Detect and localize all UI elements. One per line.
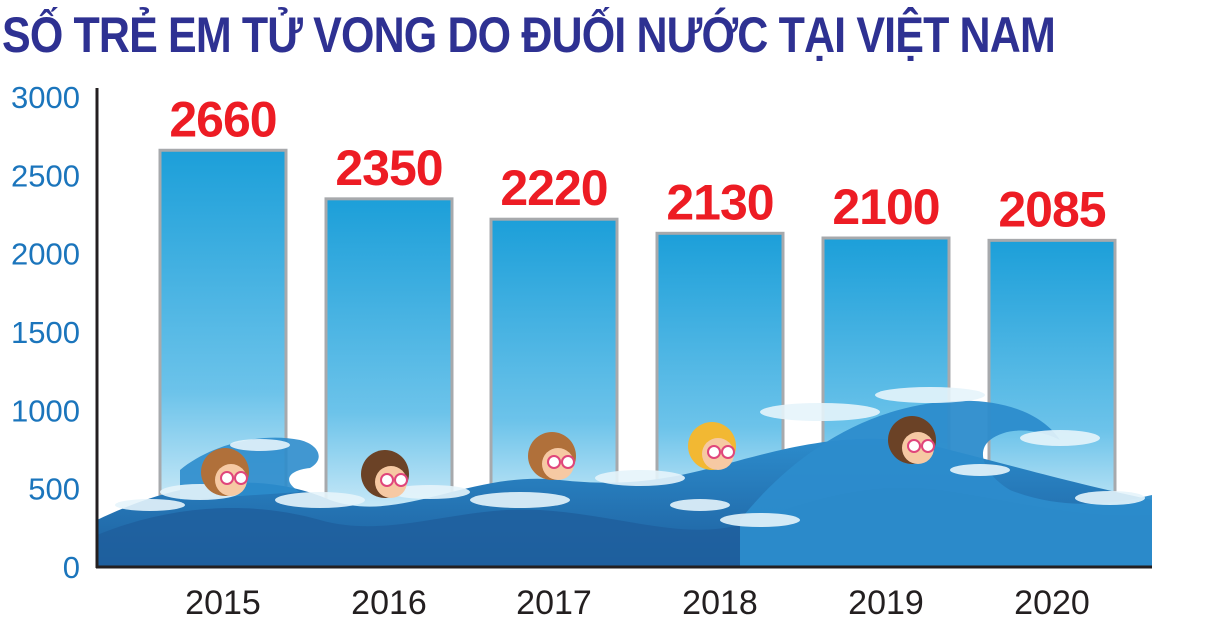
swimming-children-icon	[201, 416, 936, 498]
x-tick-label: 2018	[682, 584, 758, 622]
swimmer-child	[361, 450, 409, 498]
x-tick-label: 2019	[848, 584, 924, 622]
x-tick-label: 2015	[185, 584, 261, 622]
data-label: 2220	[500, 160, 607, 216]
x-tick-label: 2016	[351, 584, 427, 622]
wave-foam	[950, 464, 1010, 476]
wave-foam	[720, 513, 800, 527]
data-label: 2660	[169, 91, 276, 147]
x-tick-label: 2020	[1014, 584, 1090, 622]
wave-foam	[1020, 430, 1100, 446]
labels-group: 0 500 1000 1500 2000 2500 3000 2015 2016 2017 2018…	[11, 80, 1107, 622]
wave-foam	[390, 485, 470, 499]
wave-foam	[875, 387, 985, 403]
y-tick-label: 1000	[11, 393, 80, 428]
wave-foam	[275, 492, 365, 508]
wave-foam	[230, 439, 290, 451]
y-tick-label: 2000	[11, 237, 80, 272]
wave-foam	[670, 499, 730, 511]
data-label: 2100	[832, 179, 939, 235]
data-label: 2130	[666, 174, 773, 230]
y-tick-label: 3000	[11, 80, 80, 115]
wave-foam	[1075, 491, 1145, 505]
wave-foam	[470, 492, 570, 508]
swimmer-child	[888, 416, 936, 464]
data-label: 2350	[335, 140, 442, 196]
swimmer-child	[201, 448, 249, 496]
axes-group	[95, 88, 1152, 569]
swimmer-child	[688, 422, 736, 470]
wave-foam	[115, 499, 185, 511]
x-tick-label: 2017	[516, 584, 592, 622]
curling-wave	[740, 400, 1152, 567]
swimmer-child	[528, 432, 576, 480]
y-tick-label: 2500	[11, 158, 80, 193]
y-tick-label: 1500	[11, 315, 80, 350]
data-label: 2085	[998, 181, 1105, 237]
chart-title: SỐ TRẺ EM TỬ VONG DO ĐUỐI NƯỚC TẠI VIỆT …	[2, 7, 1056, 63]
ocean-waves-icon	[97, 387, 1152, 567]
y-tick-label: 500	[28, 472, 80, 507]
wave-foam	[760, 403, 880, 421]
wave-foam	[595, 470, 685, 486]
y-tick-label: 0	[63, 550, 80, 585]
